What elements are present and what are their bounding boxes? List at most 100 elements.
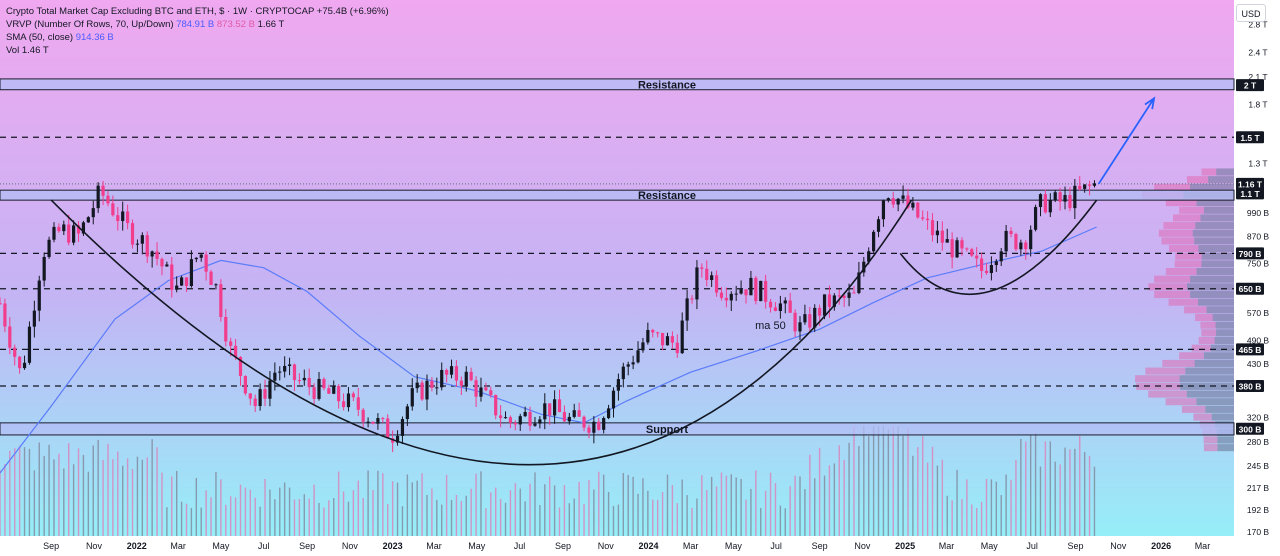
candle-body: [214, 284, 218, 286]
zone-band[interactable]: [0, 78, 1235, 91]
candle-body: [827, 294, 832, 307]
candle-body: [656, 332, 660, 334]
volume-bar: [838, 445, 840, 536]
candle-body: [445, 369, 449, 375]
candle-body: [1033, 207, 1038, 230]
volume-bar: [823, 475, 826, 536]
candle-body: [371, 421, 375, 424]
candle-body: [258, 389, 262, 407]
candle-body: [332, 386, 336, 394]
candle-body: [960, 240, 964, 249]
volume-bar: [171, 476, 173, 536]
profile-row-down: [1154, 183, 1191, 191]
volume-bar: [804, 489, 806, 536]
volume-bar: [529, 483, 531, 536]
volume-bar: [745, 499, 747, 536]
candle-body: [710, 275, 714, 281]
candle-body: [548, 403, 552, 416]
candle-body: [494, 395, 498, 416]
candle-body: [876, 219, 881, 232]
volume-bar: [460, 500, 463, 536]
zone-band[interactable]: [0, 422, 1235, 436]
legend-vrvp-row[interactable]: VRVP (Number Of Rows, 70, Up/Down) 784.9…: [6, 18, 389, 31]
volume-bar: [917, 447, 919, 536]
x-tick-label: Mar: [170, 541, 186, 551]
profile-row-up: [1217, 444, 1234, 452]
y-tick-label: 570 B: [1247, 308, 1270, 318]
candle-body: [680, 320, 684, 354]
price-marker-bg: [1236, 422, 1264, 435]
volume-bar: [259, 506, 261, 536]
volume-bar: [426, 495, 428, 536]
volume-bar: [175, 470, 178, 536]
profile-row-up: [1190, 183, 1234, 191]
x-tick-label: Mar: [1195, 541, 1211, 551]
legend-sma-row[interactable]: SMA (50, close) 914.36 B: [6, 31, 389, 44]
candle-body: [1087, 184, 1092, 186]
candle-body: [415, 382, 419, 389]
volume-bar: [509, 490, 512, 536]
volume-bar: [205, 490, 207, 536]
candle-body: [121, 211, 125, 222]
volume-bar: [264, 478, 266, 536]
cup-curve: [899, 199, 1098, 296]
profile-row-down: [1201, 329, 1217, 337]
profile-row-up: [1201, 252, 1234, 260]
candle-body: [916, 202, 920, 218]
volume-bar: [126, 458, 129, 536]
volume-bar: [617, 504, 620, 536]
volume-bar: [666, 474, 669, 536]
candle-body: [631, 362, 635, 365]
candle-body: [999, 251, 1003, 262]
volume-bar: [121, 465, 124, 536]
candle-body: [106, 195, 110, 204]
candle-body: [62, 224, 66, 232]
candle-body: [165, 264, 169, 267]
currency-button[interactable]: USD: [1236, 4, 1266, 22]
zone-band[interactable]: [0, 189, 1235, 201]
volume-bar: [612, 505, 615, 536]
volume-bar: [843, 459, 845, 536]
profile-row-up: [1192, 229, 1234, 237]
volume-bar: [411, 482, 413, 536]
candle-body: [818, 307, 822, 316]
volume-bar: [514, 483, 517, 536]
candle-body: [302, 377, 306, 381]
volume-bar: [391, 481, 394, 536]
candle-body: [1009, 230, 1013, 235]
volume-bar: [249, 489, 252, 536]
volume-bar: [475, 473, 477, 536]
candle-body: [739, 289, 743, 294]
candle-body: [1053, 192, 1057, 201]
candle-body: [1014, 234, 1018, 250]
volume-bar: [686, 495, 688, 536]
candle-body: [111, 203, 115, 216]
profile-row-up: [1214, 336, 1234, 344]
candle-body: [1019, 242, 1023, 250]
volume-bar: [431, 488, 433, 536]
candle-body: [243, 376, 247, 394]
price-marker-label: 1.16 T: [1238, 179, 1263, 189]
volume-bar: [784, 508, 786, 536]
profile-row-up: [1200, 214, 1234, 222]
candle-body: [13, 347, 17, 357]
candle-body: [224, 316, 228, 342]
profile-row-up: [1208, 176, 1234, 184]
candle-body: [1063, 194, 1067, 202]
legend-title: Crypto Total Market Cap Excluding BTC an…: [6, 6, 315, 17]
candle-body: [327, 388, 331, 394]
candle-body: [283, 365, 287, 372]
volume-bar: [990, 479, 993, 536]
candle-body: [287, 364, 292, 366]
profile-row-up: [1205, 405, 1234, 413]
candle-body: [950, 239, 954, 258]
volume-bar: [647, 490, 649, 536]
x-tick-label: 2026: [1151, 541, 1171, 551]
volume-bar: [1020, 438, 1022, 536]
legend-vol-row[interactable]: Vol 1.46 T: [6, 44, 389, 57]
candle-body: [788, 300, 792, 313]
y-tick-label: 320 B: [1247, 413, 1270, 423]
volume-bar: [966, 479, 968, 536]
volume-bar: [534, 472, 536, 536]
